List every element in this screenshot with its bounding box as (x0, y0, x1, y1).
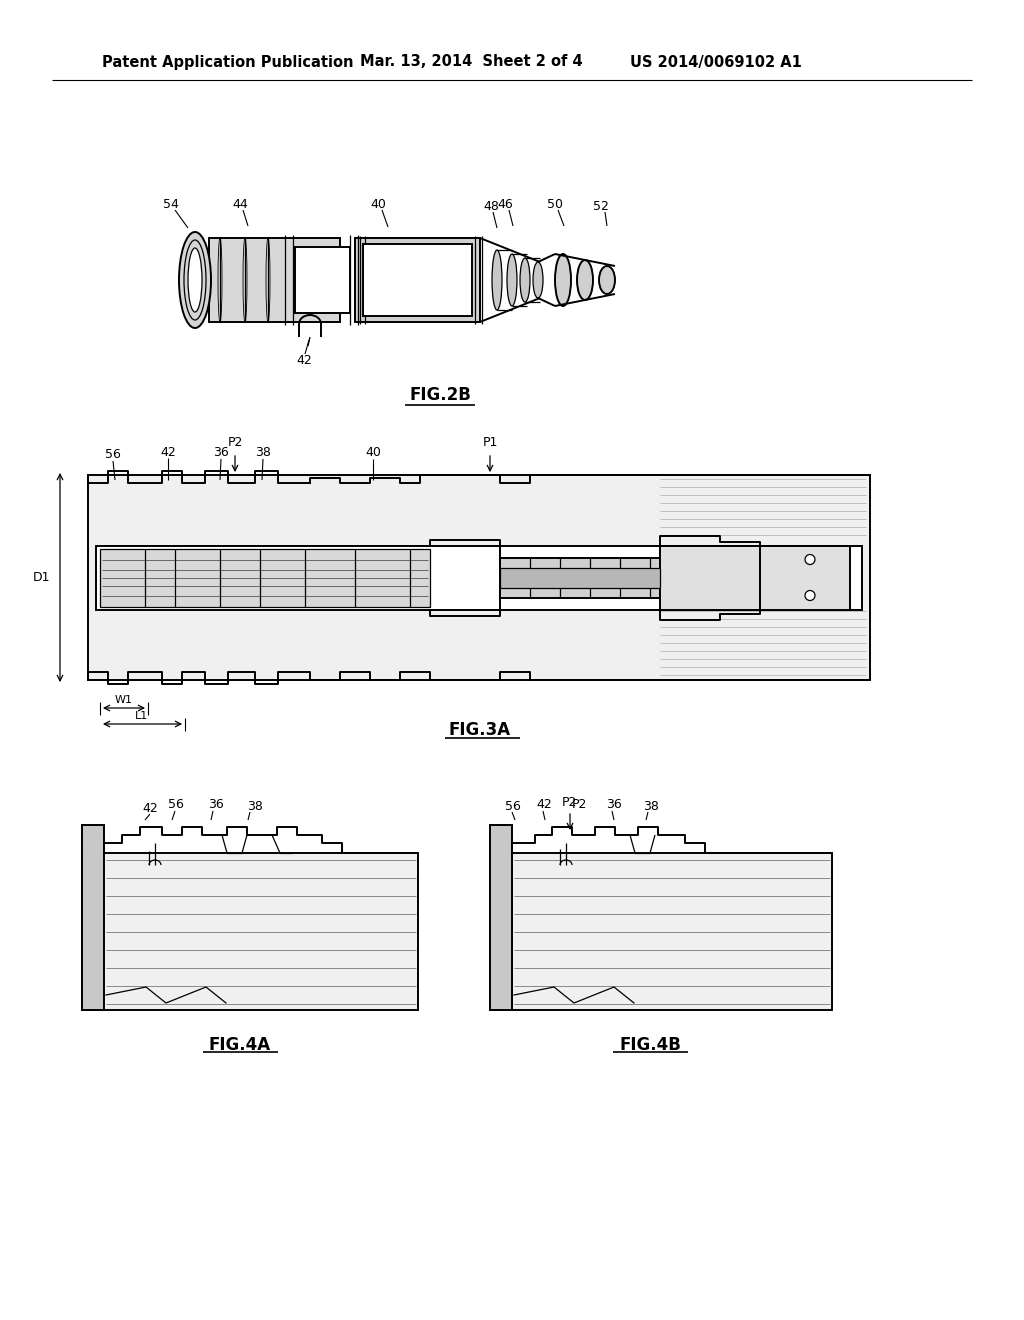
Bar (500, 568, 660, 587)
Ellipse shape (179, 232, 211, 327)
Text: 56: 56 (168, 797, 184, 810)
Text: Mar. 13, 2014  Sheet 2 of 4: Mar. 13, 2014 Sheet 2 of 4 (360, 54, 583, 70)
Bar (100, 549, 430, 606)
Text: 56: 56 (505, 800, 521, 813)
Bar (362, 244, 472, 315)
Text: 38: 38 (643, 800, 658, 813)
Text: 42: 42 (536, 797, 552, 810)
Text: 42: 42 (160, 446, 176, 458)
Bar (82, 825, 104, 1010)
Bar (512, 853, 831, 1010)
Text: 52: 52 (593, 201, 609, 214)
Text: 44: 44 (232, 198, 248, 211)
Bar (490, 825, 512, 1010)
Ellipse shape (188, 248, 202, 312)
Text: 42: 42 (142, 801, 158, 814)
Text: FIG.4B: FIG.4B (620, 1036, 681, 1053)
Text: 38: 38 (247, 800, 263, 813)
Text: P2: P2 (562, 796, 578, 809)
Text: 36: 36 (606, 797, 622, 810)
Ellipse shape (555, 253, 571, 306)
Ellipse shape (805, 554, 815, 565)
Ellipse shape (577, 260, 593, 300)
Text: 54: 54 (163, 198, 179, 210)
Text: FIG.3A: FIG.3A (449, 721, 511, 739)
Ellipse shape (507, 253, 517, 306)
Text: P2: P2 (572, 797, 588, 810)
Text: P1: P1 (483, 437, 499, 450)
Text: 40: 40 (365, 446, 381, 459)
Ellipse shape (599, 267, 615, 294)
Bar (96, 545, 862, 610)
Text: 50: 50 (547, 198, 563, 211)
Text: L1: L1 (135, 711, 148, 721)
Bar (500, 557, 660, 598)
Ellipse shape (805, 590, 815, 601)
Text: 42: 42 (296, 354, 311, 367)
Text: 36: 36 (208, 797, 224, 810)
Bar (355, 238, 480, 322)
Text: 46: 46 (497, 198, 513, 211)
Bar (82, 853, 418, 1010)
Ellipse shape (534, 261, 543, 298)
Text: D1: D1 (33, 572, 50, 583)
Text: 56: 56 (105, 449, 121, 462)
Text: Patent Application Publication: Patent Application Publication (102, 54, 353, 70)
Bar (88, 475, 870, 680)
Text: P2: P2 (228, 437, 244, 450)
Text: US 2014/0069102 A1: US 2014/0069102 A1 (630, 54, 802, 70)
Bar (295, 247, 350, 313)
Bar (209, 238, 340, 322)
Text: 36: 36 (213, 446, 228, 459)
Text: 40: 40 (370, 198, 386, 210)
Text: FIG.2B: FIG.2B (409, 385, 471, 404)
Text: W1: W1 (115, 696, 133, 705)
Bar (660, 545, 850, 610)
Ellipse shape (184, 240, 206, 319)
Text: FIG.4A: FIG.4A (209, 1036, 271, 1053)
Text: 48: 48 (483, 201, 499, 214)
Ellipse shape (492, 249, 502, 310)
Ellipse shape (520, 257, 530, 302)
Text: 38: 38 (255, 446, 271, 459)
